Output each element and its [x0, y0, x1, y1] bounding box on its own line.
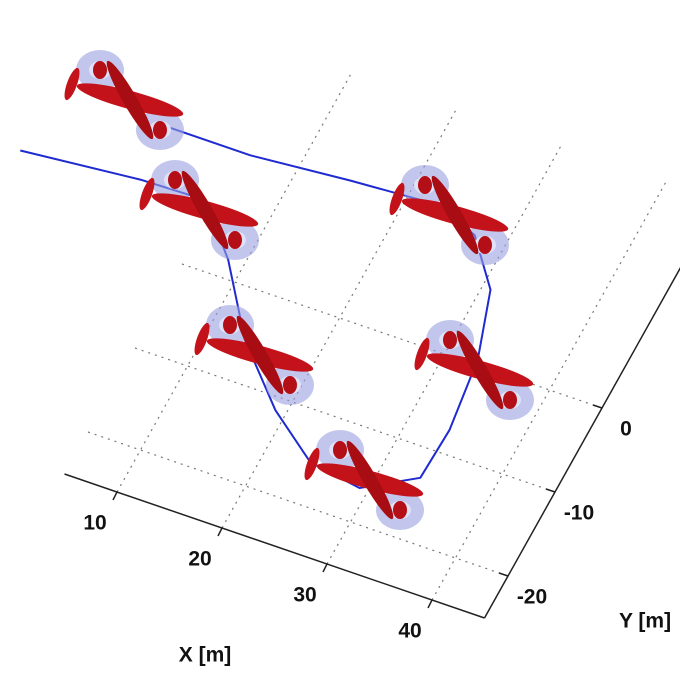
- aircraft: [136, 160, 260, 260]
- x-tick-label: 40: [398, 620, 421, 643]
- aircraft: [191, 305, 315, 405]
- x-tick: [428, 600, 432, 608]
- x-tick: [323, 564, 327, 572]
- x-tick-label: 10: [83, 512, 106, 535]
- y-tick: [499, 573, 508, 576]
- axes: 10 20 30 40 0 -10 -20: [65, 198, 680, 643]
- y-tick-label: 0: [620, 418, 632, 441]
- x-tick-label: 20: [188, 548, 211, 571]
- chart: 10 20 30 40 0 -10 -20 X [m] Y [m]: [0, 0, 680, 677]
- y-tick: [593, 405, 602, 408]
- x-tick: [218, 528, 222, 536]
- aircraft-glyphs: [61, 50, 535, 530]
- aircraft: [411, 320, 535, 420]
- x-tick: [113, 492, 117, 500]
- x-tick-label: 30: [293, 584, 316, 607]
- x-axis-label: X [m]: [179, 644, 232, 667]
- labels: X [m] Y [m]: [179, 610, 671, 667]
- y-tick-label: -10: [564, 502, 594, 525]
- y-axis-label: Y [m]: [619, 610, 671, 633]
- y-tick: [546, 489, 555, 492]
- aircraft: [61, 50, 185, 150]
- aircraft: [386, 165, 510, 265]
- y-tick-label: -20: [517, 586, 547, 609]
